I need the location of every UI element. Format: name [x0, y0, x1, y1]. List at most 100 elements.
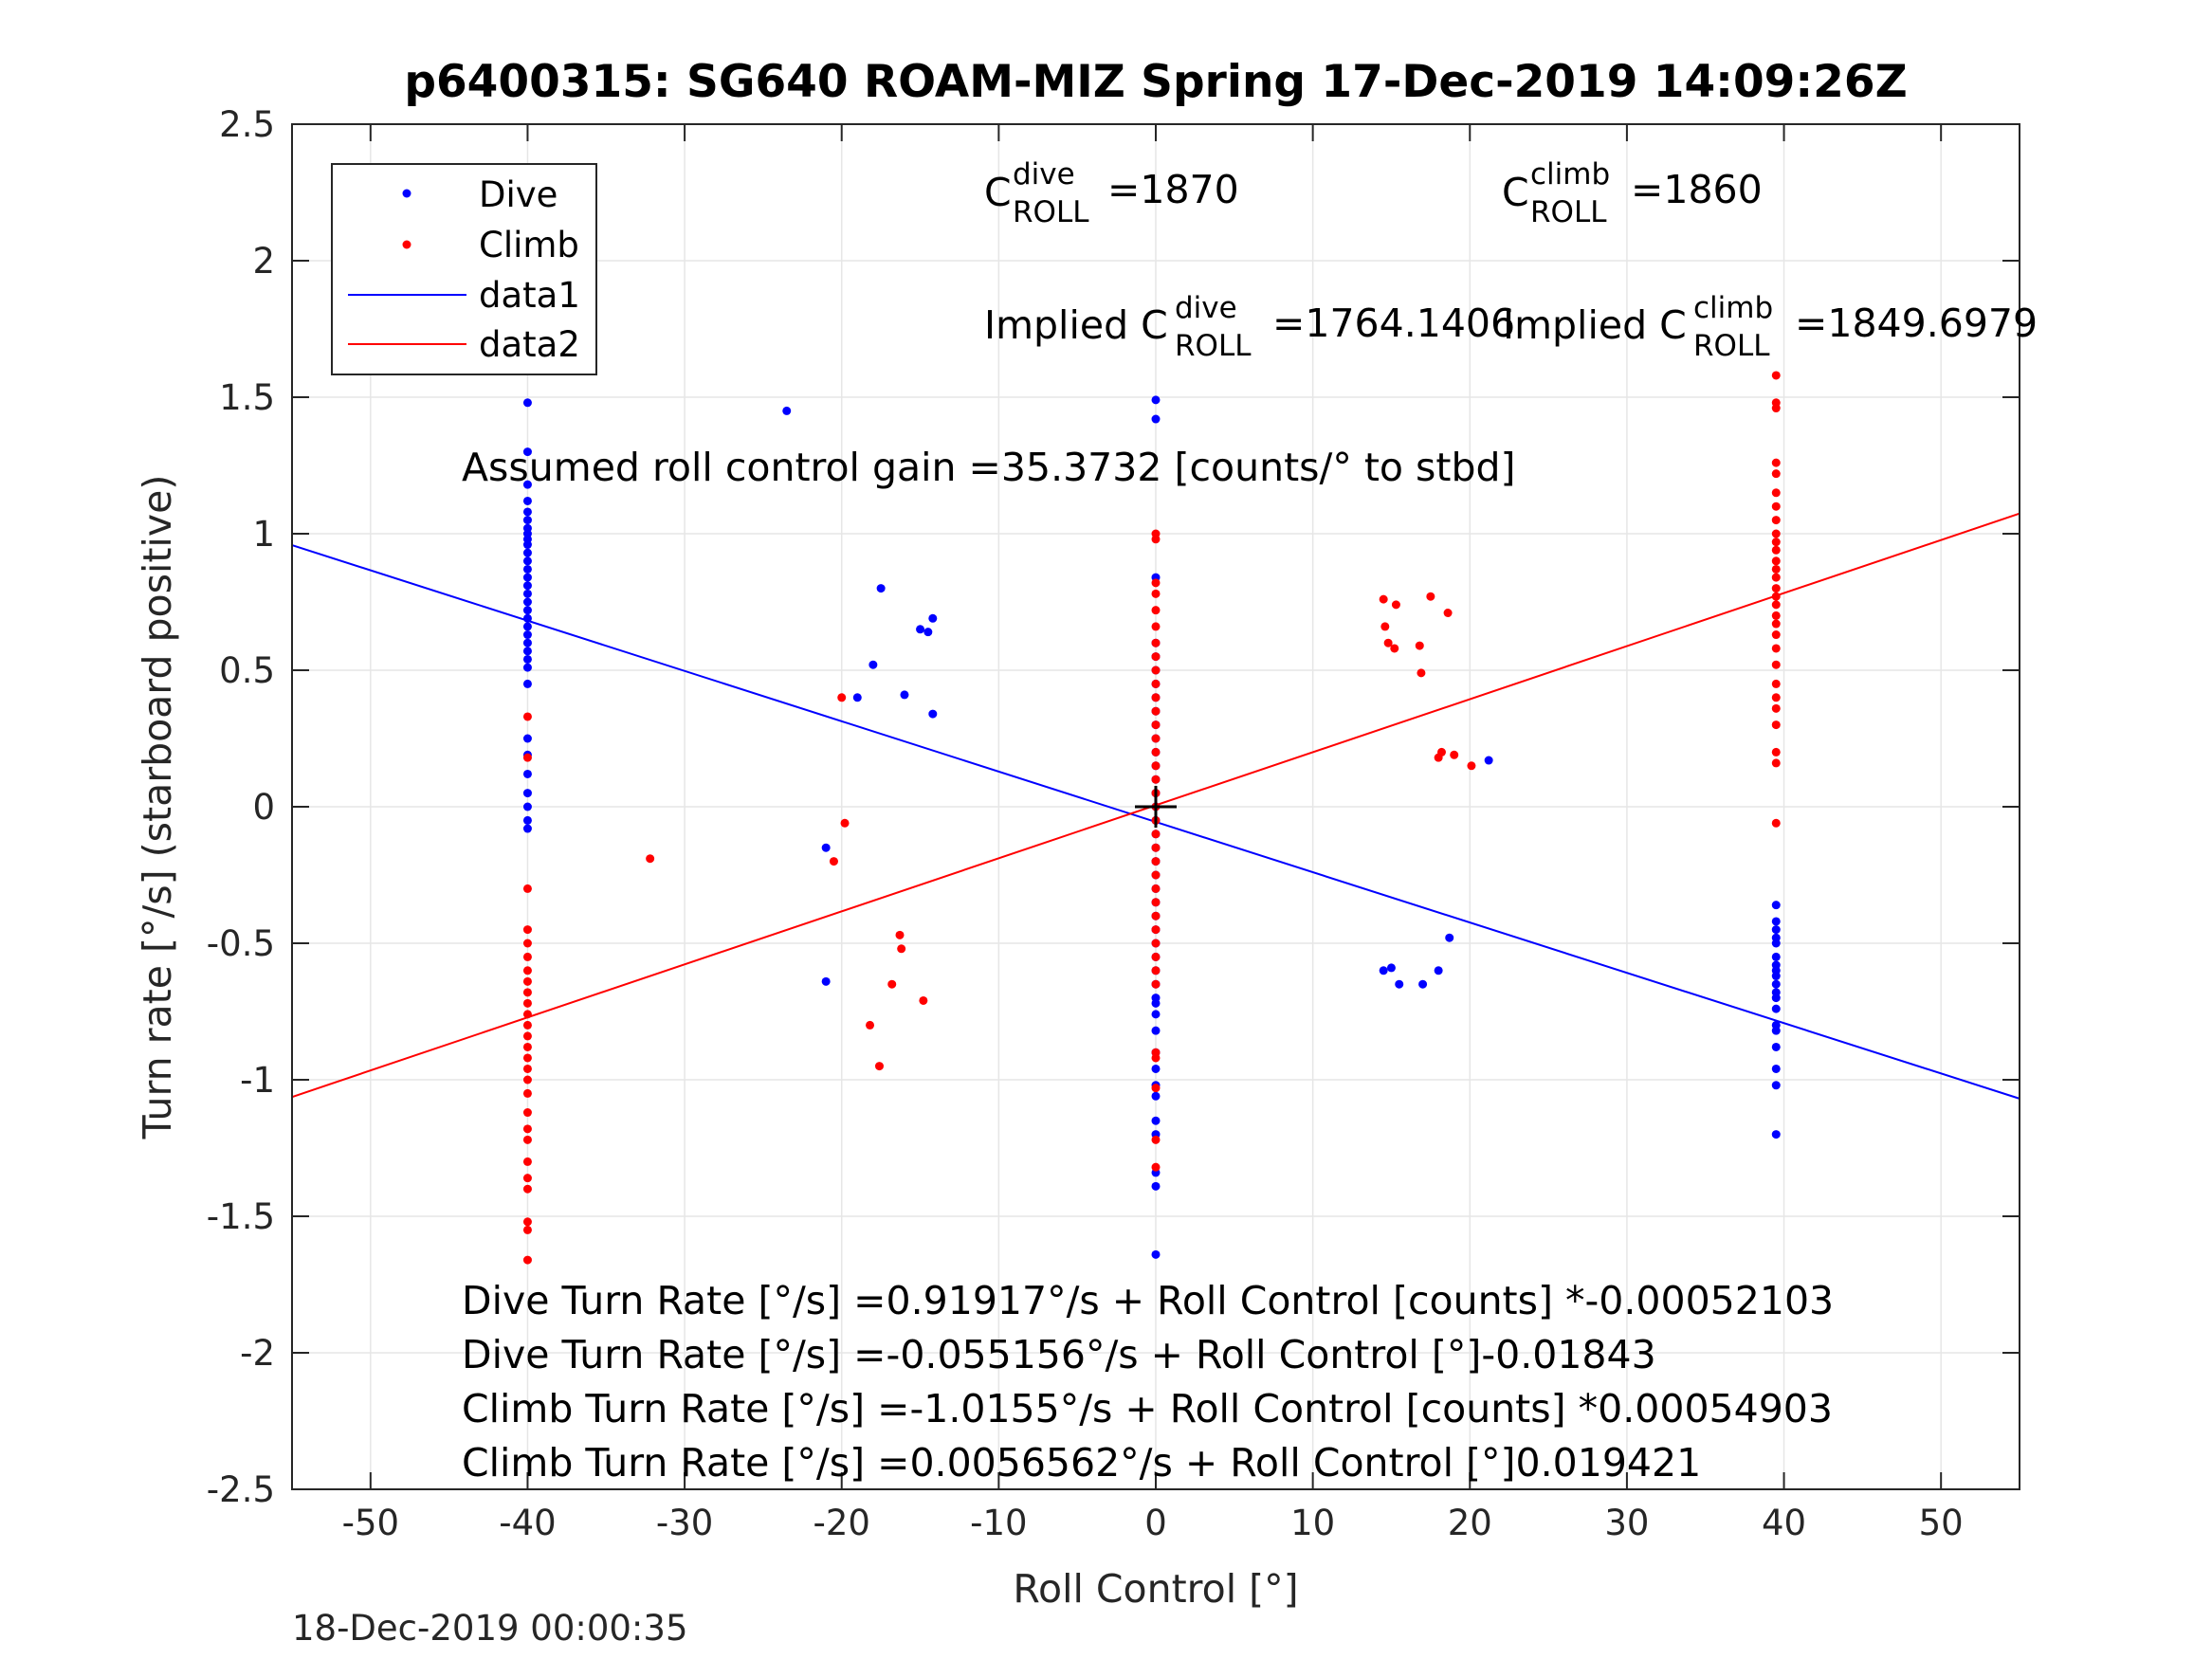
y-tick-label: 0.5: [219, 650, 275, 691]
dive-point: [522, 647, 532, 656]
dive-point: [876, 584, 886, 593]
dive-point: [1151, 1249, 1161, 1259]
climb-point: [522, 1075, 532, 1085]
dive-point: [1484, 756, 1493, 765]
equation-dive-degrees: Dive Turn Rate [°/s] =-0.055156°/s + Rol…: [462, 1332, 1656, 1377]
dive-point: [522, 622, 532, 631]
climb-point: [522, 753, 532, 762]
annotation-c-dive: C dive ROLL =1870: [984, 157, 1239, 229]
climb-point: [522, 925, 532, 935]
climb-point: [1151, 652, 1161, 662]
dive-point: [522, 815, 532, 825]
dive-point: [1445, 933, 1454, 942]
climb-point: [1151, 589, 1161, 598]
y-tick-label: 0: [252, 787, 275, 828]
data-points: [522, 371, 1781, 1265]
equation-dive-counts: Dive Turn Rate [°/s] =0.91917°/s + Roll …: [462, 1278, 1834, 1323]
dive-point: [782, 406, 792, 415]
dive-point: [522, 630, 532, 640]
climb-point: [1151, 775, 1161, 784]
dive-point: [522, 769, 532, 778]
climb-point: [646, 854, 655, 864]
y-tick-label: -0.5: [207, 923, 275, 964]
climb-point: [1771, 538, 1781, 547]
climb-point: [840, 818, 850, 828]
implied-climb-subscript: ROLL: [1693, 329, 1770, 363]
dive-point: [1771, 917, 1781, 926]
dive-point: [1151, 395, 1161, 405]
dive-point: [522, 663, 532, 672]
climb-point: [1771, 644, 1781, 653]
c-climb-subscript: ROLL: [1530, 195, 1607, 229]
climb-point: [1151, 747, 1161, 757]
x-tick-label: 20: [1448, 1503, 1492, 1543]
dive-point: [522, 447, 532, 457]
axis-tick-labels: -50 -40 -30 -20 -10 0 10 20 30 40 50-2.5-2-1.5-1-0…: [207, 104, 1964, 1543]
climb-point: [1151, 939, 1161, 948]
implied-climb-superscript: climb: [1693, 291, 1773, 325]
climb-point: [1151, 1084, 1161, 1093]
climb-point: [866, 1020, 875, 1030]
c-dive-base: C: [984, 170, 1012, 215]
annotation-implied-climb: Implied C climb ROLL =1849.6979: [1503, 291, 2038, 363]
gain-annotation: Assumed roll control gain =35.3732 [coun…: [462, 445, 1516, 490]
climb-point: [522, 1108, 532, 1118]
dive-point: [1771, 972, 1781, 981]
x-tick-label: -30: [656, 1503, 713, 1543]
climb-point: [1151, 665, 1161, 675]
climb-point: [887, 979, 897, 989]
climb-point: [522, 1031, 532, 1041]
dive-point: [900, 690, 909, 700]
climb-point: [1151, 857, 1161, 866]
climb-point: [1771, 584, 1781, 593]
legend-dive-marker: [402, 189, 411, 198]
dive-point: [1771, 1042, 1781, 1051]
dive-point: [1151, 1181, 1161, 1191]
climb-point: [1771, 458, 1781, 467]
chart-title: p6400315: SG640 ROAM-MIZ Spring 17-Dec-2…: [404, 56, 1907, 108]
climb-point: [1151, 898, 1161, 907]
implied-climb-base: Implied C: [1503, 302, 1687, 348]
dive-point: [1151, 1010, 1161, 1019]
dive-point: [522, 548, 532, 557]
climb-point: [522, 976, 532, 986]
climb-point: [1390, 644, 1399, 653]
legend-dive-label: Dive: [479, 174, 558, 215]
dive-point: [923, 628, 933, 637]
x-tick-label: -40: [499, 1503, 556, 1543]
x-tick-label: 10: [1290, 1503, 1335, 1543]
dive-point: [522, 654, 532, 664]
climb-point: [522, 1255, 532, 1265]
climb-point: [1771, 488, 1781, 498]
dive-point: [1771, 1026, 1781, 1035]
climb-point: [522, 712, 532, 721]
climb-point: [1151, 911, 1161, 921]
climb-point: [1151, 622, 1161, 631]
climb-point: [897, 944, 906, 954]
climb-point: [1434, 753, 1443, 762]
climb-point: [1151, 1053, 1161, 1063]
dive-point: [1151, 1064, 1161, 1073]
climb-point: [522, 1135, 532, 1144]
climb-point: [1771, 693, 1781, 702]
y-axis-label: Turn rate [°/s] (starboard positive): [135, 475, 180, 1140]
y-tick-label: -2: [240, 1333, 275, 1374]
dive-point: [522, 606, 532, 615]
dive-point: [522, 589, 532, 598]
climb-point: [1771, 469, 1781, 479]
climb-point: [1771, 600, 1781, 610]
dive-point: [1771, 901, 1781, 910]
climb-point: [1151, 1162, 1161, 1172]
dive-point: [1771, 939, 1781, 948]
climb-point: [522, 1184, 532, 1194]
axis-ticks: [292, 123, 2020, 1490]
dive-point: [1771, 925, 1781, 935]
dive-point: [522, 597, 532, 607]
legend-climb-label: Climb: [479, 225, 579, 265]
x-axis-label: Roll Control [°]: [1013, 1566, 1298, 1612]
climb-point: [1151, 870, 1161, 880]
dive-point: [522, 398, 532, 408]
climb-point: [1151, 679, 1161, 688]
climb-point: [1151, 720, 1161, 730]
climb-point: [1151, 843, 1161, 852]
